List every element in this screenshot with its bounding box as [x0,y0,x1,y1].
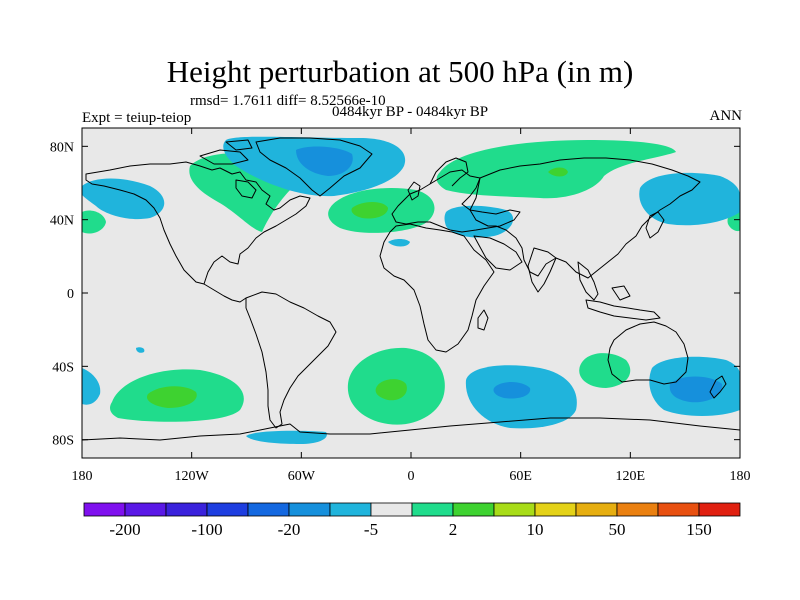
coastline-north-america [85,161,311,285]
anomaly-positive-west-edge [82,210,106,234]
colorbar-swatch [616,502,659,517]
x-tick-label: 120E [616,469,646,484]
anomaly-core-greenland [296,146,353,176]
colorbar-swatch [247,502,290,517]
colorbar-swatch [206,502,249,517]
coastline-indonesia [585,285,661,321]
anomaly-negative-north-pacific-east [639,172,740,226]
anomaly-negative-west-edge-south [82,368,101,405]
anomaly-negative-north-pacific-west [82,178,165,220]
x-tick-label: 60E [509,469,532,484]
coastline-asia [469,157,701,279]
colorbar-swatch [698,502,741,517]
season-label: ANN [709,108,743,124]
colorbar-label: 10 [527,520,544,539]
coastline-antarctica [82,417,740,441]
colorbar-label: -100 [191,520,222,539]
coastline-arabia [473,235,523,271]
colorbar-swatch [534,502,577,517]
coastline-australia [607,321,689,385]
anomaly-core-south-pacific [146,386,197,408]
anomaly-core-tasman [669,376,723,403]
colorbar-swatch [288,502,331,517]
coastline-southeast-asia [577,261,599,301]
colorbar-swatch [83,502,126,517]
anomaly-core-south-indian [493,382,531,399]
colorbar: -200 -100 -20 -5 2 10 50 150 [83,502,741,539]
anomaly-positive-indian-ocean [579,353,631,388]
anomaly-negative-small-atlantic [388,239,410,247]
colorbar-label: -20 [278,520,301,539]
y-tick-label: 40S [52,360,74,375]
colorbar-label: -200 [109,520,140,539]
colorbar-label: 50 [609,520,626,539]
colorbar-swatch [452,502,495,517]
x-tick-label: 180 [730,469,751,484]
coastline-canadian-archipelago [199,139,253,165]
colorbar-label: 150 [686,520,712,539]
colorbar-swatch [493,502,536,517]
coastline-japan [645,211,665,239]
colorbar-swatch [329,502,372,517]
coastlines [82,137,740,441]
colorbar-label: -5 [364,520,378,539]
colorbar-swatch [657,502,700,517]
anomaly-core-north-atlantic [351,202,388,219]
colorbar-swatch [575,502,618,517]
colorbar-swatch [165,502,208,517]
coastline-uk [407,181,421,201]
coastline-hudson-bay [235,179,257,199]
colorbar-label: 2 [449,520,458,539]
anomaly-negative-south-pacific-small [136,347,145,353]
experiment-label: Expt = teiup-teiop [82,110,192,126]
x-tick-label: 180 [72,469,93,484]
coastline-india [527,247,557,293]
coastline-madagascar [477,309,489,331]
plot-title: Height perturbation at 500 hPa (in m) [166,54,634,89]
axis-ticks: 180 120W 60W 0 60E 120E 180 80N 40N 0 40S 80S [50,128,751,484]
period-subtitle: 0484kyr BP - 0484kyr BP [331,104,489,120]
anomaly-core-south-atlantic [375,379,407,401]
stats-subtitle: rmsd= 1.7611 diff= 8.52566e-10 [190,93,386,109]
x-tick-label: 120W [175,469,210,484]
y-tick-label: 40N [50,214,74,229]
anomaly-core-eurasia [548,167,568,177]
anomaly-negative-antarctic [246,430,327,444]
y-tick-label: 0 [67,287,74,302]
y-tick-label: 80N [50,140,74,155]
coastline-greenland [255,137,373,197]
coastline-scandinavia [429,157,469,187]
colorbar-swatch [124,502,167,517]
x-tick-label: 60W [288,469,316,484]
coastline-africa [379,223,495,353]
coastline-new-zealand [709,375,727,399]
coastline-south-america [245,291,337,429]
y-tick-label: 80S [52,434,74,449]
colorbar-swatch [411,502,454,517]
anomaly-fields [82,136,740,444]
coastline-central-america [203,283,247,303]
colorbar-swatch [370,502,413,517]
x-tick-label: 0 [408,469,415,484]
